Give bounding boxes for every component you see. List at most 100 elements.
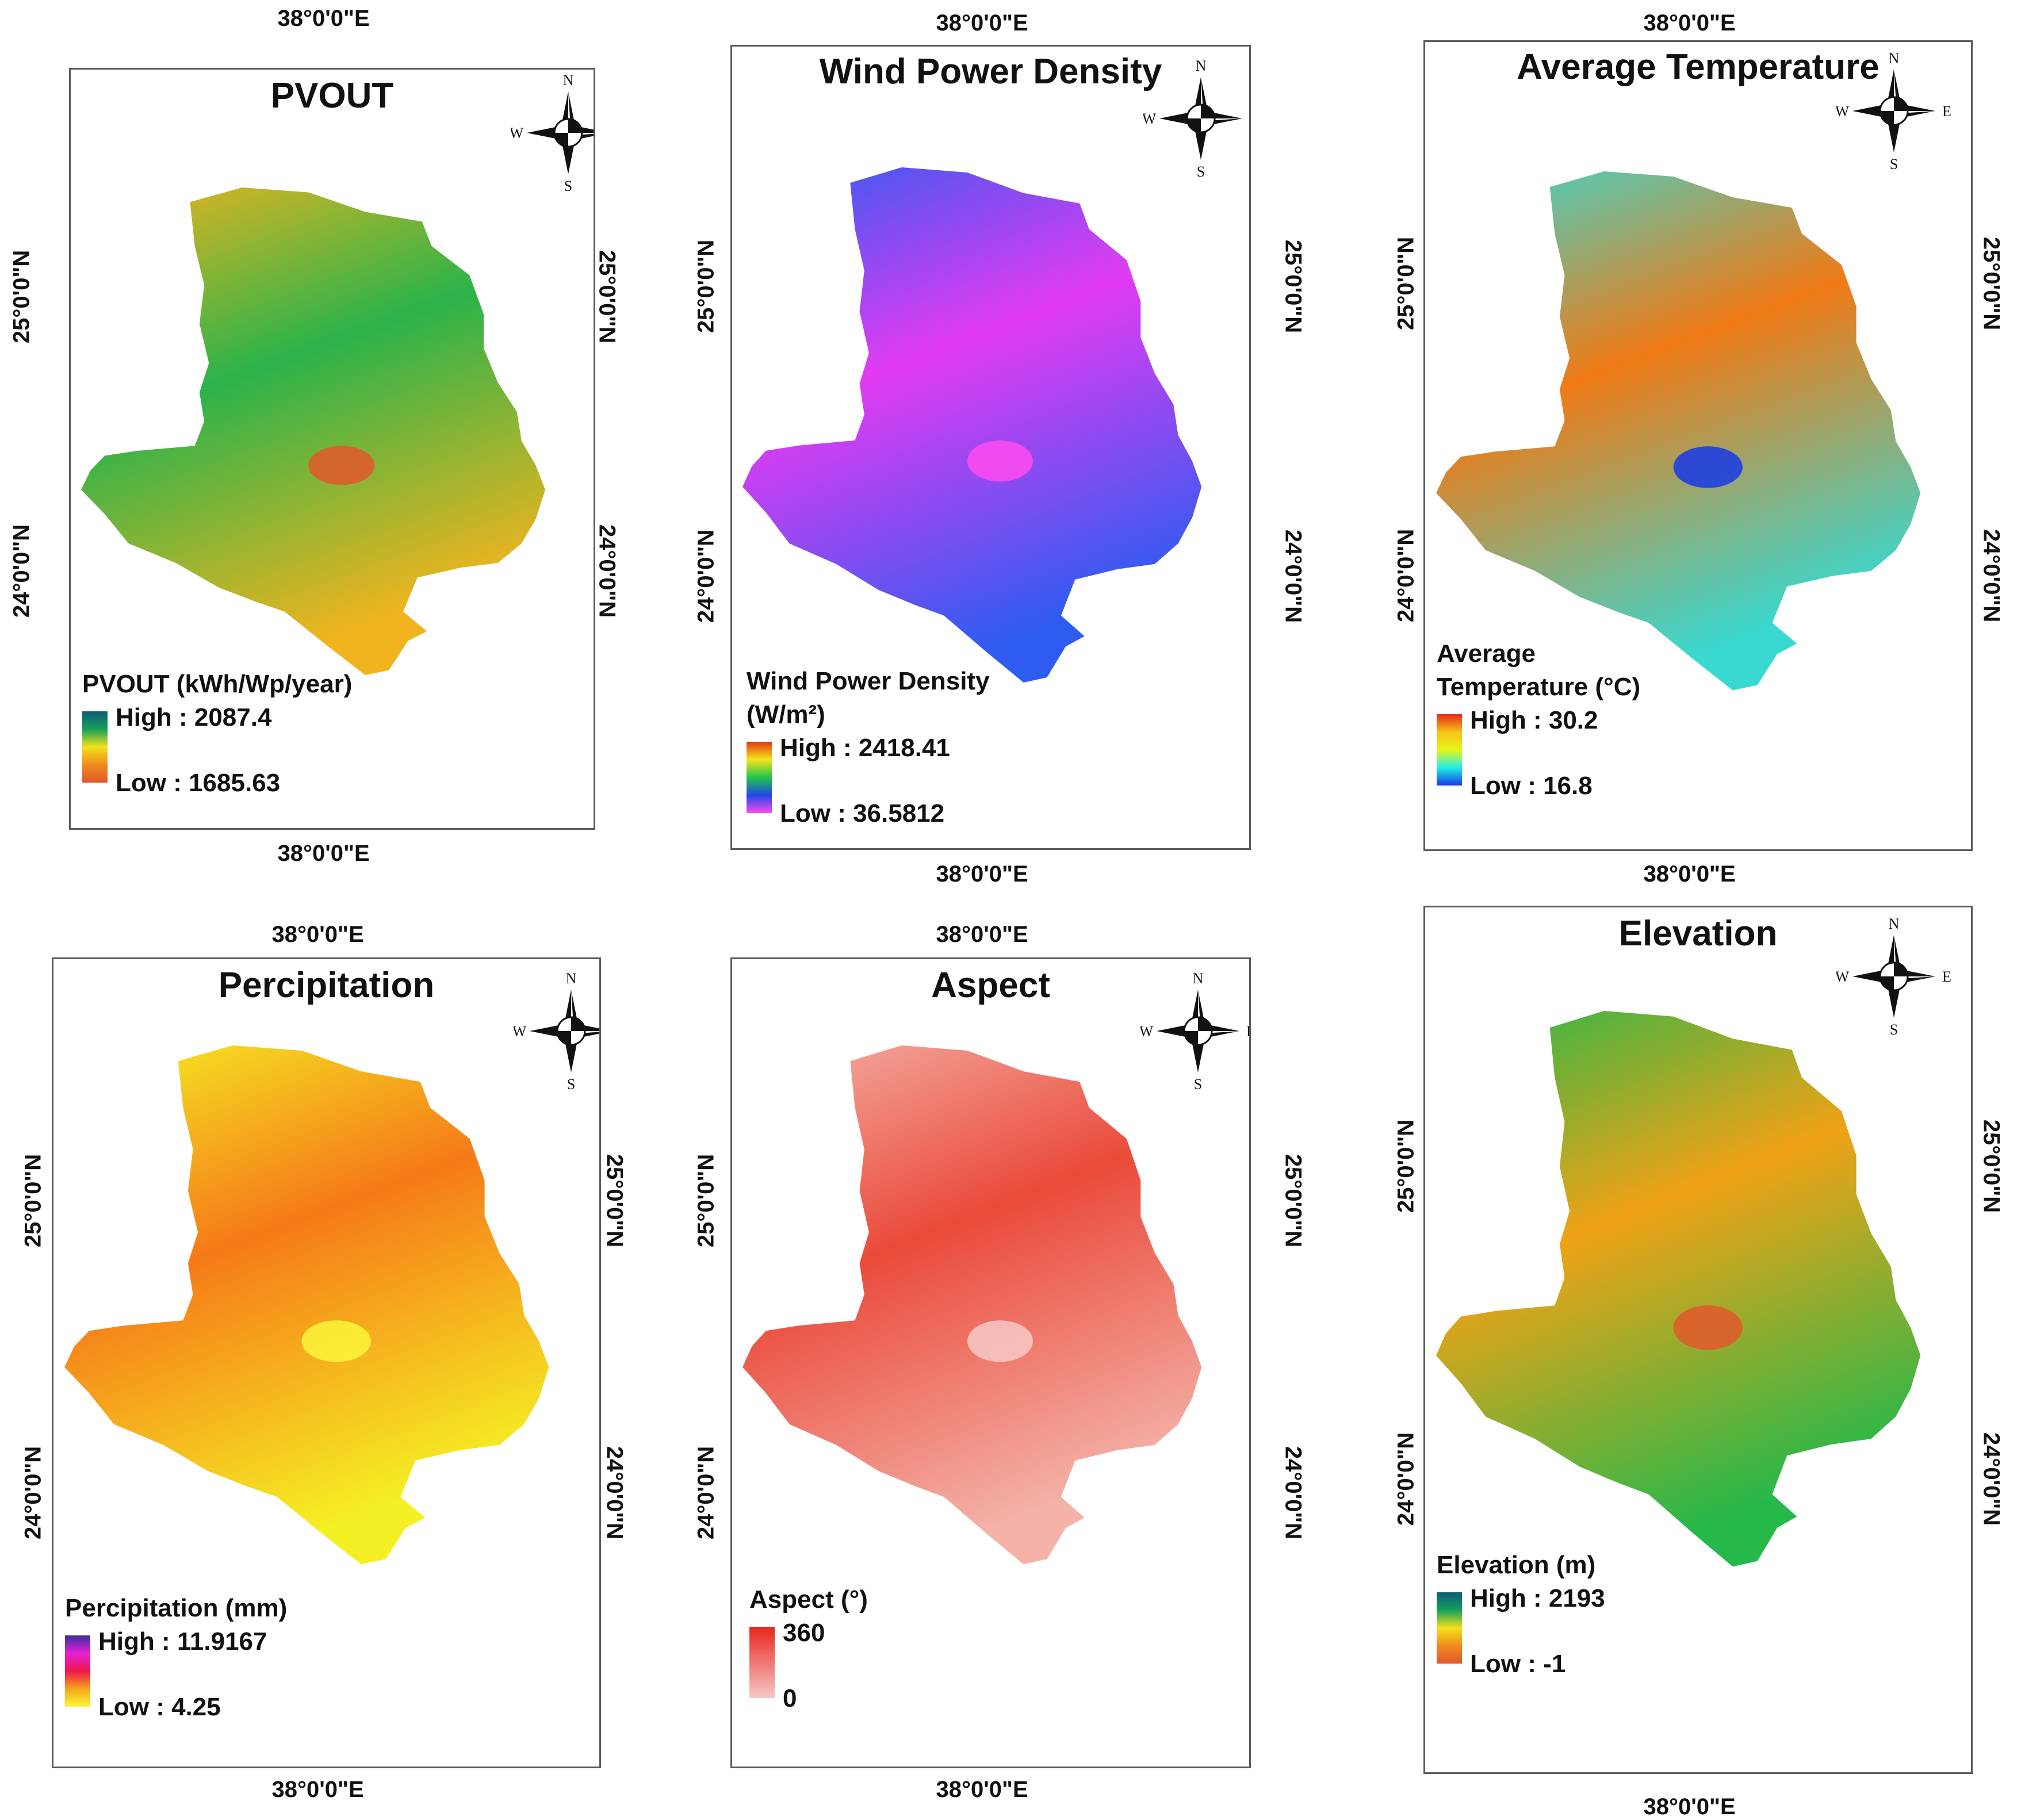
map-frame: Percipitation N S E W Percipitation (mm) High … bbox=[52, 957, 601, 1768]
longitude-label-bottom: 38°0'0"E bbox=[1643, 1794, 1736, 1819]
legend-title: Average bbox=[1437, 639, 1536, 668]
terrain-feature bbox=[967, 1320, 1034, 1362]
legend-color-ramp bbox=[65, 1635, 90, 1707]
map-title: Percipitation bbox=[218, 965, 435, 1005]
legend-low-value: Low : 16.8 bbox=[1470, 772, 1593, 800]
latitude-label-right: 25°0'0"N bbox=[1978, 1119, 2004, 1213]
compass-letter-w: W bbox=[1836, 103, 1850, 120]
terrain-feature bbox=[1673, 446, 1743, 488]
latitude-label-right: 25°0'0"N bbox=[594, 250, 620, 343]
legend-color-ramp bbox=[82, 711, 108, 783]
map-frame: Average Temperature N S E W Average Temperatur… bbox=[1423, 40, 1973, 851]
latitude-label-left: 24°0'0"N bbox=[1393, 1432, 1419, 1526]
latitude-label-right: 24°0'0"N bbox=[1978, 528, 2004, 622]
longitude-label-top: 38°0'0"E bbox=[277, 6, 370, 31]
legend-color-ramp bbox=[747, 742, 772, 813]
legend-color-ramp bbox=[1437, 1592, 1462, 1664]
latitude-label-right: 25°0'0"N bbox=[1978, 236, 2004, 331]
compass-letter-w: W bbox=[511, 125, 524, 141]
map-frame: Aspect N S E W Aspect (°) 360 0 bbox=[730, 957, 1251, 1768]
map-title: Aspect bbox=[931, 965, 1050, 1005]
compass-letter-n: N bbox=[563, 72, 574, 89]
latitude-label-right: 25°0'0"N bbox=[602, 1154, 627, 1248]
terrain-feature bbox=[967, 440, 1034, 482]
legend-color-ramp bbox=[749, 1627, 775, 1698]
raster-map-area bbox=[742, 1045, 1202, 1565]
latitude-label-right: 24°0'0"N bbox=[1280, 1446, 1306, 1539]
compass-letter-e: E bbox=[1942, 968, 1951, 985]
longitude-label-top: 38°0'0"E bbox=[1643, 861, 1736, 887]
map-legend: PVOUT (kWh/Wp/year) High : 2087.4 Low : 16… bbox=[82, 668, 353, 797]
map-frame: PVOUT N S E W PVOUT (kWh/Wp/year) High : 2087.… bbox=[69, 68, 595, 830]
compass-letter-s: S bbox=[564, 178, 572, 193]
longitude-label-top: 38°0'0"E bbox=[271, 922, 364, 947]
map-title: Wind Power Density bbox=[819, 52, 1162, 91]
compass-letter-s: S bbox=[567, 1076, 575, 1091]
compass-letter-e: E bbox=[1942, 103, 1951, 120]
latitude-label-left: 25°0'0"N bbox=[9, 250, 35, 343]
compass-letter-w: W bbox=[1836, 968, 1850, 985]
study-area-shape bbox=[742, 1045, 1202, 1565]
study-area-shape bbox=[1436, 1011, 1921, 1567]
map-title: Elevation bbox=[1618, 914, 1778, 953]
legend-high-value: High : 30.2 bbox=[1470, 706, 1598, 734]
compass-letter-w: W bbox=[1143, 110, 1157, 127]
latitude-label-right: 24°0'0"N bbox=[594, 524, 620, 618]
latitude-label-left: 25°0'0"N bbox=[20, 1154, 46, 1248]
legend-low-value: Low : 4.25 bbox=[98, 1693, 221, 1721]
study-area-shape bbox=[1436, 171, 1921, 691]
legend-title: Elevation (m) bbox=[1437, 1551, 1596, 1579]
latitude-label-left: 25°0'0"N bbox=[1393, 236, 1419, 331]
map-legend: Aspect (°) 360 0 bbox=[749, 1583, 868, 1712]
latitude-label-right: 24°0'0"N bbox=[1280, 529, 1306, 623]
map-legend: Average Temperature (°C) High : 30.2 Low : … bbox=[1437, 637, 1640, 800]
compass-letter-e: E bbox=[1246, 1023, 1251, 1040]
latitude-label-right: 24°0'0"N bbox=[602, 1446, 627, 1539]
latitude-label-left: 24°0'0"N bbox=[9, 524, 35, 618]
terrain-feature bbox=[308, 446, 375, 485]
terrain-feature bbox=[1673, 1305, 1743, 1350]
latitude-label-right: 25°0'0"N bbox=[1280, 1154, 1306, 1248]
compass-letter-s: S bbox=[1194, 1076, 1202, 1091]
raster-map-area bbox=[81, 187, 546, 675]
legend-high-value: High : 2193 bbox=[1470, 1584, 1605, 1612]
map-legend: Elevation (m) High : 2193 Low : -1 bbox=[1437, 1549, 1605, 1678]
longitude-label-bottom: 38°0'0"E bbox=[936, 861, 1028, 887]
compass-letter-e: E bbox=[1249, 110, 1251, 127]
compass-letter-n: N bbox=[566, 971, 577, 987]
legend-high-value: High : 2418.41 bbox=[780, 734, 950, 762]
legend-title: PVOUT (kWh/Wp/year) bbox=[82, 670, 353, 698]
longitude-label-bottom: 38°0'0"E bbox=[271, 1777, 364, 1802]
longitude-label-top: 38°0'0"E bbox=[936, 10, 1028, 36]
legend-low-value: 0 bbox=[783, 1684, 797, 1712]
map-frame: Wind Power Density N S E W Wind Power Density… bbox=[730, 45, 1251, 850]
raster-map-area bbox=[1436, 171, 1921, 691]
legend-low-value: Low : 36.5812 bbox=[780, 799, 945, 827]
longitude-label-top: 38°0'0"E bbox=[1643, 10, 1736, 36]
legend-title: Aspect (°) bbox=[749, 1585, 868, 1614]
latitude-label-left: 25°0'0"N bbox=[1393, 1119, 1419, 1213]
latitude-label-left: 24°0'0"N bbox=[1393, 528, 1419, 622]
map-title: Average Temperature bbox=[1517, 47, 1880, 87]
legend-title: (W/m²) bbox=[747, 700, 825, 729]
legend-low-value: Low : 1685.63 bbox=[116, 769, 281, 797]
longitude-label-bottom: 38°0'0"E bbox=[936, 1777, 1028, 1802]
study-area-shape bbox=[742, 167, 1202, 683]
compass-letter-n: N bbox=[1889, 916, 1900, 932]
map-title: PVOUT bbox=[270, 76, 394, 116]
raster-map-area bbox=[742, 167, 1202, 683]
legend-high-value: 360 bbox=[783, 1619, 825, 1647]
compass-letter-n: N bbox=[1193, 971, 1204, 987]
map-legend: Wind Power Density (W/m²) High : 2418.41 Lo… bbox=[747, 665, 990, 827]
latitude-label-right: 24°0'0"N bbox=[1978, 1432, 2004, 1526]
raster-map-area bbox=[1436, 1011, 1921, 1567]
latitude-label-left: 25°0'0"N bbox=[693, 239, 719, 334]
